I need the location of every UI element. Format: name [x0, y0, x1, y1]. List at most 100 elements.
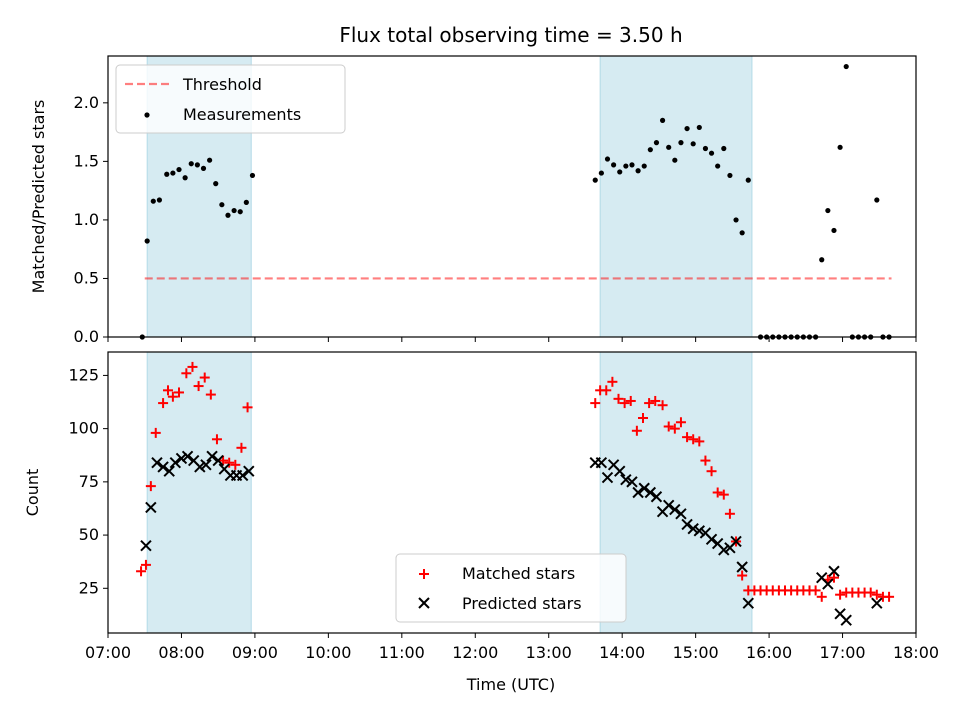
axes-frame [107, 351, 917, 634]
matched-star-point [187, 361, 198, 372]
measurement-point [249, 172, 256, 179]
matched-star-point [871, 589, 882, 600]
measurement-point [874, 197, 880, 203]
y-tick-label: 2.0 [74, 93, 99, 112]
predicted-star-point [632, 486, 644, 499]
matched-star-point [644, 398, 655, 409]
legend-matched-label: Matched stars [462, 564, 575, 583]
measurement-point [194, 162, 200, 168]
predicted-star-point [194, 461, 206, 473]
predicted-star-point [675, 508, 687, 520]
measurement-point [696, 124, 702, 131]
predicted-star-point [145, 501, 157, 514]
y-tick-label: 100 [68, 419, 99, 438]
matched-star-point [242, 402, 253, 413]
matched-star-point [613, 393, 624, 404]
predicted-star-point [822, 578, 834, 590]
x-tick-label: 15:00 [673, 643, 719, 662]
matched-star-point [162, 385, 173, 396]
measurement-point [653, 140, 660, 146]
matched-star-point [828, 572, 839, 583]
chart-title: Flux total observing time = 3.50 h [339, 23, 682, 47]
matched-star-point [737, 570, 748, 581]
bottom-panel: 25 50 75 100 125 07:00 08:00 09:00 10:00 11:00 12:… [23, 351, 939, 662]
predicted-star-point [669, 503, 681, 516]
predicted-star-point [736, 561, 748, 573]
measurement-point [592, 177, 598, 183]
matched-star-point [199, 372, 210, 383]
predicted-star-point [705, 533, 718, 546]
measurement-point [733, 217, 739, 223]
x-tick-label: 08:00 [158, 643, 204, 662]
legend-matched-swatch [419, 569, 429, 579]
measurement-point [684, 125, 690, 132]
measurement-point [672, 157, 678, 163]
matched-star-point [625, 395, 636, 406]
predicted-star-point [871, 597, 883, 609]
matched-star-point [835, 589, 846, 600]
measurement-point [825, 207, 831, 214]
measurement-point [231, 207, 237, 214]
predicted-star-point [828, 565, 840, 577]
x-axis-label: Time (UTC) [466, 675, 555, 694]
legend-measurements-swatch [144, 112, 150, 118]
matched-star-point [718, 489, 729, 500]
predicted-star-point [163, 465, 175, 477]
measurement-point [225, 212, 231, 218]
measurement-point [635, 168, 641, 174]
top-panel: 0.0 0.5 1.0 1.5 2.0 Matched/Predicted stars Th… [29, 55, 917, 346]
matched-star-point [590, 398, 601, 409]
matched-star-point [706, 466, 717, 477]
measurement-point [150, 198, 156, 204]
predicted-star-point [638, 482, 650, 494]
y-tick-label: 0.5 [74, 268, 99, 287]
x-tick-label: 13:00 [526, 643, 572, 662]
predicted-star-point [681, 518, 693, 531]
matched-star-point [700, 455, 711, 466]
predicted-star-point [650, 491, 663, 503]
y-tick-label: 125 [68, 365, 99, 384]
predicted-star-point [626, 476, 638, 488]
x-tick-label: 07:00 [85, 643, 131, 662]
y-tick-label: 1.5 [74, 151, 99, 170]
x-tick-label: 09:00 [232, 643, 278, 662]
matched-star-point [601, 385, 612, 396]
measurement-point [629, 162, 635, 168]
measurement-point [831, 227, 837, 234]
axes-frame [107, 55, 917, 338]
matched-star-point [657, 400, 668, 411]
predicted-star-point [687, 522, 699, 535]
predicted-star-point [243, 465, 255, 477]
matched-star-point [694, 436, 705, 447]
measurement-point [721, 145, 727, 152]
predicted-star-point [200, 459, 212, 471]
matched-star-point [174, 387, 185, 398]
measurement-point [727, 172, 733, 179]
measurement-point [843, 63, 849, 70]
legend-top: Threshold Measurements [115, 64, 346, 134]
matched-star-point [181, 368, 192, 379]
predicted-star-point [181, 450, 194, 463]
matched-star-point [158, 398, 169, 409]
predicted-star-point [212, 454, 224, 467]
predicted-star-point [620, 474, 632, 486]
measurement-point [641, 163, 647, 169]
x-tick-label: 14:00 [599, 643, 645, 662]
measurement-point [164, 171, 170, 177]
legend-threshold-label: Threshold [182, 75, 262, 94]
predicted-star-point [644, 486, 657, 499]
predicted-star-point [169, 456, 182, 469]
measurement-point [678, 140, 684, 146]
matched-star-point [224, 457, 235, 468]
measurement-point [219, 202, 225, 208]
predicted-star-point [693, 525, 706, 537]
predicted-star-point [157, 461, 169, 473]
matched-star-point [663, 421, 674, 432]
matched-star-point [136, 566, 147, 577]
shaded-interval [146, 351, 252, 634]
matched-star-point [150, 427, 161, 438]
matched-star-point [810, 585, 821, 596]
measurement-point [690, 141, 696, 147]
matched-star-point [140, 559, 151, 570]
